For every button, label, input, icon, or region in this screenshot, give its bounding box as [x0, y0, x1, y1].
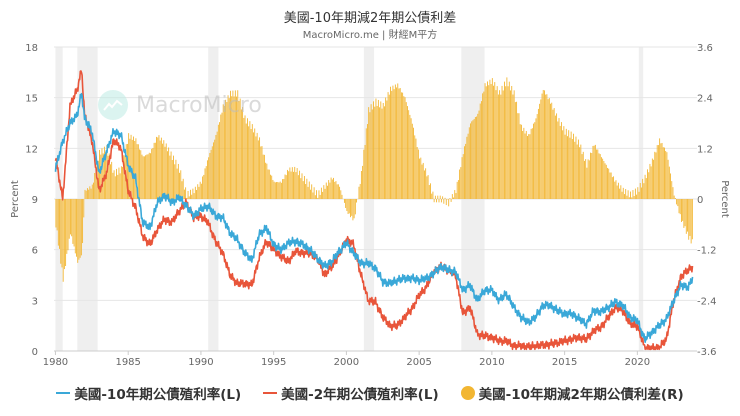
- yield-lines: [54, 70, 694, 351]
- svg-text:-2.4: -2.4: [697, 296, 717, 307]
- legend-line-icon: [263, 392, 278, 394]
- svg-text:2005: 2005: [406, 357, 431, 368]
- legend-item-2y[interactable]: 美國-2年期公債殖利率(L): [263, 383, 439, 403]
- svg-text:2000: 2000: [334, 357, 359, 368]
- legend-item-spread[interactable]: 美國-10年期減2年期公債利差(R): [460, 383, 684, 403]
- right-axis-title: Percent: [719, 180, 730, 218]
- svg-text:2015: 2015: [552, 357, 577, 368]
- right-y-axis: -3.6 -2.4 -1.2 0 1.2 2.4 3.6: [697, 43, 717, 358]
- legend-label: 美國-10年期公債殖利率(L): [74, 387, 242, 403]
- svg-text:1980: 1980: [43, 357, 68, 368]
- svg-text:2.4: 2.4: [697, 94, 713, 105]
- svg-text:9: 9: [32, 195, 38, 206]
- legend-label: 美國-2年期公債殖利率(L): [281, 387, 439, 403]
- legend-label: 美國-10年期減2年期公債利差(R): [478, 387, 684, 403]
- chart-legend: 美國-10年期公債殖利率(L) 美國-2年期公債殖利率(L) 美國-10年期減2…: [0, 383, 740, 403]
- watermark: MacroMicro: [98, 90, 262, 120]
- chart-line-icon: [98, 90, 128, 120]
- svg-text:0: 0: [32, 347, 38, 358]
- svg-text:-3.6: -3.6: [697, 347, 717, 358]
- svg-text:2010: 2010: [479, 357, 504, 368]
- left-y-axis: 0 3 6 9 12 15 18: [25, 43, 38, 358]
- svg-text:0: 0: [697, 195, 703, 206]
- svg-text:1995: 1995: [261, 357, 286, 368]
- svg-text:1.2: 1.2: [697, 144, 713, 155]
- svg-text:6: 6: [32, 246, 38, 257]
- legend-line-icon: [56, 392, 71, 394]
- x-axis: 1980 1985 1990 1995 2000 2005 2010 2015 2020: [43, 350, 697, 368]
- left-axis-title: Percent: [10, 180, 21, 218]
- svg-text:15: 15: [25, 94, 38, 105]
- watermark-text: MacroMicro: [136, 92, 262, 118]
- svg-text:18: 18: [25, 43, 38, 54]
- spread-bars: [55, 77, 693, 282]
- legend-item-10y[interactable]: 美國-10年期公債殖利率(L): [56, 383, 241, 403]
- svg-text:-1.2: -1.2: [697, 246, 717, 257]
- svg-text:3: 3: [32, 296, 38, 307]
- svg-text:2020: 2020: [625, 357, 650, 368]
- svg-text:12: 12: [25, 144, 38, 155]
- svg-text:1985: 1985: [115, 357, 140, 368]
- chart-title: 美國-10年期減2年期公債利差: [283, 11, 457, 26]
- svg-text:1990: 1990: [188, 357, 213, 368]
- legend-circle-icon: [460, 386, 475, 400]
- svg-text:3.6: 3.6: [697, 43, 713, 54]
- chart-subtitle: MacroMicro.me | 財經M平方: [302, 30, 438, 41]
